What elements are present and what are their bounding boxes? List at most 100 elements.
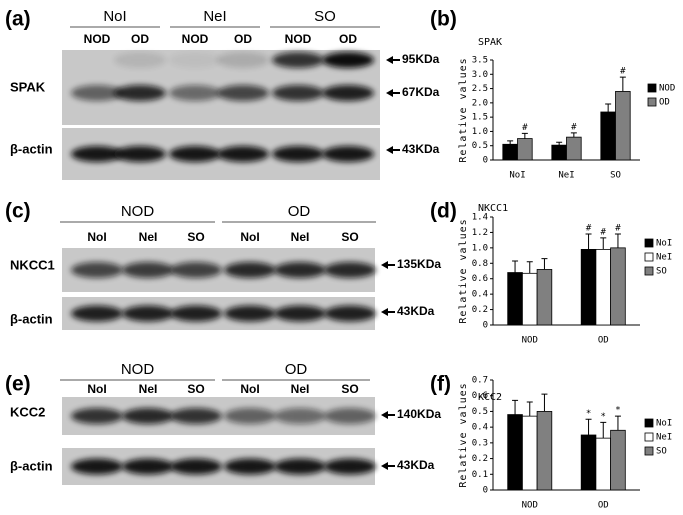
blot-band (114, 85, 166, 101)
error-bar (605, 103, 612, 112)
legend-label: OD (659, 98, 670, 108)
arrow-head (386, 56, 393, 64)
x-tick-label: NOD (522, 501, 538, 511)
bar (507, 272, 523, 326)
group-label: NOD (121, 203, 155, 220)
error-bar (521, 132, 528, 139)
lane-label: NoI (240, 230, 259, 244)
error-bar (614, 233, 621, 248)
bar (580, 434, 597, 491)
legend-label: NOD (659, 84, 675, 94)
chart-title: NKCC1 (478, 203, 508, 214)
panel-label: (b) (430, 8, 457, 31)
y-tick-label: 0.4 (472, 423, 488, 433)
blot-band (71, 305, 123, 322)
chart-title: KCC2 (478, 392, 502, 403)
lane-label: NoI (87, 382, 106, 396)
group-label: SO (314, 8, 336, 25)
blot-band (114, 146, 166, 162)
significance-marker: # (615, 223, 621, 233)
blot-band (170, 458, 222, 475)
legend-label: SO (656, 267, 667, 277)
x-tick-label: NoI (509, 171, 525, 181)
legend-swatch (644, 252, 654, 262)
significance-marker: # (601, 227, 607, 237)
blot-band (224, 458, 276, 475)
bar (595, 437, 612, 491)
lane-label: NoI (87, 230, 106, 244)
size-label: 95KDa (402, 52, 440, 66)
blot-band (274, 408, 326, 424)
error-bar (614, 415, 621, 431)
blot-band (272, 146, 324, 162)
size-label: 67KDa (402, 85, 440, 99)
lane-label: OD (131, 32, 149, 46)
y-tick-label: 1.5 (472, 113, 488, 123)
significance-marker: # (586, 223, 592, 233)
panel-label: (d) (430, 200, 457, 223)
bar (580, 248, 597, 326)
error-bar (600, 237, 607, 250)
y-tick-label: 0.4 (472, 290, 488, 300)
blot-band (322, 85, 374, 101)
lane-label: SO (341, 230, 358, 244)
y-tick-label: 1.0 (472, 127, 488, 137)
blot-band (122, 305, 174, 322)
legend-swatch (644, 432, 654, 442)
blot-band (122, 408, 174, 424)
blot-band (322, 52, 374, 68)
blot-band (122, 262, 174, 278)
blot-band (71, 146, 123, 162)
error-bar (556, 141, 563, 146)
blot-band (122, 458, 174, 475)
x-tick-label: OD (598, 336, 609, 346)
blot-band (274, 458, 326, 475)
y-tick-label: 2.5 (472, 84, 488, 94)
bar (610, 429, 626, 491)
bar (595, 248, 612, 326)
row-label: β-actin (10, 311, 53, 326)
bar (522, 272, 538, 326)
legend-swatch (644, 238, 654, 248)
group-label: NeI (203, 8, 226, 25)
legend-label: NeI (656, 433, 672, 443)
bar (551, 144, 567, 161)
arrow-head (381, 411, 388, 419)
significance-marker: # (571, 122, 577, 132)
legend-swatch (647, 83, 657, 93)
arrow-head (381, 308, 388, 316)
size-label: 43KDa (397, 458, 435, 472)
lane-label: SO (187, 230, 204, 244)
group-label: OD (285, 361, 308, 378)
y-tick-label: 0.2 (472, 305, 488, 315)
x-tick-label: OD (598, 501, 609, 511)
blot-band (217, 85, 269, 101)
panel-label: (c) (5, 200, 31, 223)
y-tick-label: 0.6 (472, 274, 488, 284)
blot-band (274, 262, 326, 278)
bar (522, 415, 538, 491)
y-tick-label: 1.2 (472, 228, 488, 238)
blot-band (217, 52, 269, 68)
bar (536, 411, 553, 491)
blot-band (114, 52, 166, 68)
blot-band (71, 458, 123, 475)
x-tick-label: NeI (558, 171, 574, 181)
size-label: 43KDa (397, 304, 435, 318)
y-tick-label: 0 (483, 156, 488, 166)
group-label: NoI (103, 8, 126, 25)
error-bar (541, 393, 548, 412)
y-tick-label: 0.6 (472, 391, 488, 401)
y-tick-label: 0.8 (472, 259, 488, 269)
lane-label: NeI (291, 382, 310, 396)
blot-band (274, 305, 326, 322)
blot-band (224, 262, 276, 278)
legend-swatch (644, 266, 654, 276)
legend-swatch (644, 418, 654, 428)
error-bar (512, 399, 519, 415)
error-bar (526, 401, 533, 417)
blot-band (272, 85, 324, 101)
y-tick-label: 0 (483, 486, 488, 496)
bar (610, 247, 626, 326)
y-tick-label: 0.5 (472, 141, 488, 151)
